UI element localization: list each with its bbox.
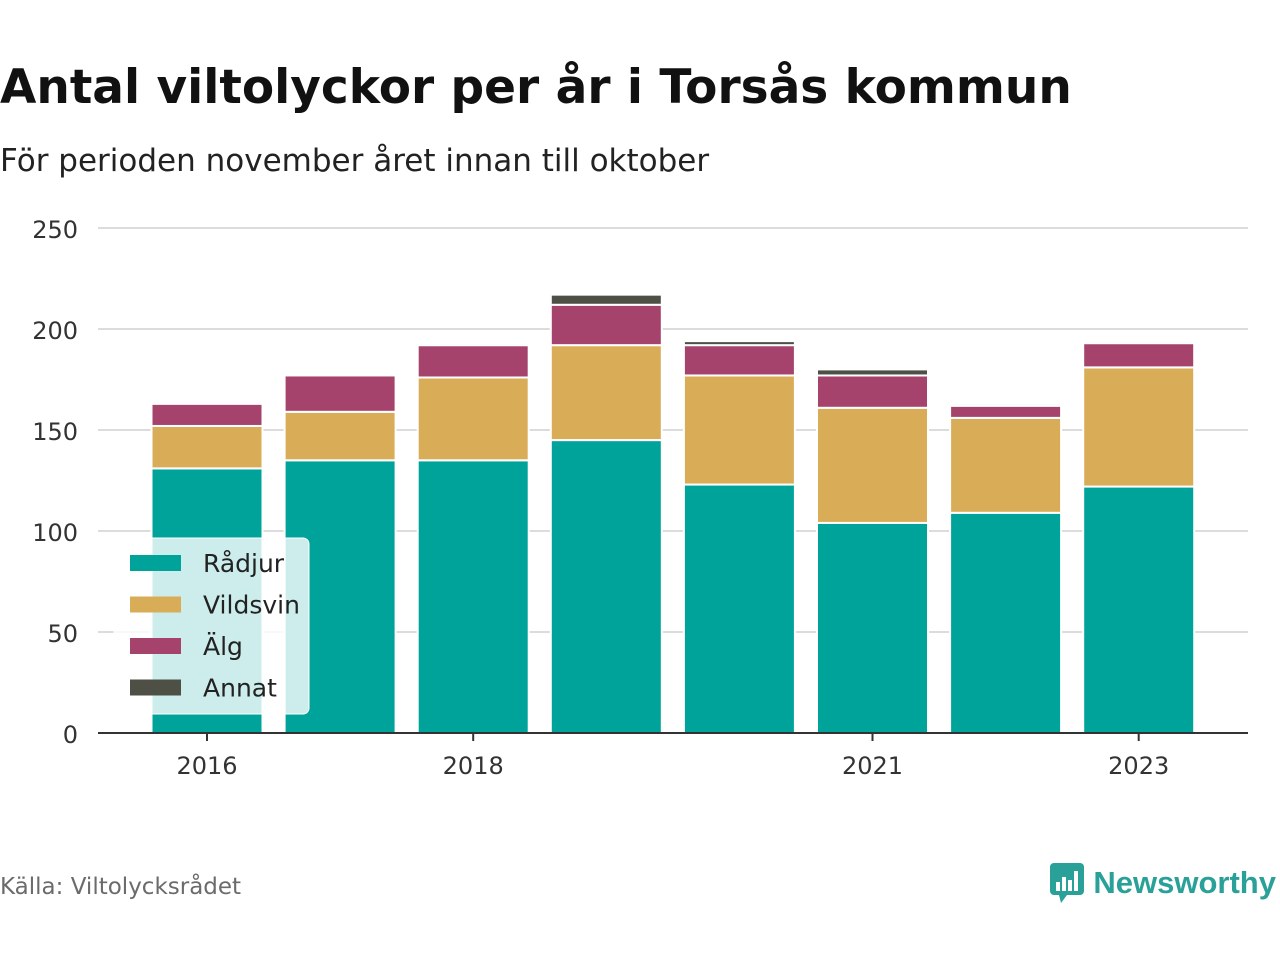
bar-segment: [549, 303, 663, 347]
x-tick-label: 2018: [443, 752, 504, 780]
x-tick-label: 2016: [176, 752, 237, 780]
bar-segment: [549, 439, 663, 734]
y-tick-label: 150: [32, 418, 78, 446]
bar-segment: [150, 424, 264, 470]
chart-subtitle: För perioden november året innan till ok…: [0, 143, 710, 179]
bar-segment: [1082, 340, 1196, 345]
brand-name: Newsworthy: [1093, 865, 1276, 900]
bar-segment: [1082, 366, 1196, 488]
bar-segment: [816, 406, 929, 524]
bar-segment: [816, 521, 929, 735]
bar-segment: [283, 374, 397, 413]
bar-segment: [682, 483, 796, 735]
stacked-bar-chart: 0 50 100 150 200 250 2016 2018 2021 2023 Rådjur V…: [32, 216, 1248, 780]
legend-label: Annat: [203, 674, 277, 703]
bar-segment: [949, 416, 1063, 514]
source-note: Källa: Viltolycksrådet: [0, 874, 242, 900]
bar-segment: [150, 402, 264, 427]
chart-title: Antal viltolyckor per år i Torsås kommun: [0, 60, 1072, 115]
bar-segment: [283, 410, 397, 462]
legend-swatch: [130, 596, 181, 613]
x-tick-label: 2021: [842, 752, 903, 780]
bar-segment: [416, 344, 530, 379]
bar-segment: [949, 404, 1063, 419]
y-axis-ticks: 0 50 100 150 200 250: [32, 216, 78, 749]
bar-segment: [1082, 342, 1196, 369]
bar-segment: [682, 340, 796, 347]
bar-segment: [416, 342, 530, 347]
brand-logo: Newsworthy: [1049, 862, 1276, 904]
legend-label: Rådjur: [203, 549, 285, 578]
legend: Rådjur Vildsvin Älg Annat: [113, 537, 310, 715]
bar-segment: [682, 374, 796, 486]
y-tick-label: 250: [32, 216, 78, 244]
bars: [150, 293, 1196, 735]
bar-segment: [1082, 485, 1196, 734]
x-axis-ticks: 2016 2018 2021 2023: [176, 733, 1169, 780]
y-tick-label: 100: [32, 519, 78, 547]
legend-swatch: [130, 679, 181, 696]
legend-box: [113, 537, 310, 715]
legend-swatch: [130, 555, 181, 571]
bar-segment: [949, 402, 1063, 407]
y-tick-label: 0: [63, 721, 78, 749]
y-tick-label: 50: [47, 620, 78, 648]
legend-label: Älg: [203, 632, 243, 661]
bar-segment: [549, 293, 663, 306]
bar-segment: [949, 511, 1063, 734]
bar-segment: [816, 374, 929, 409]
y-tick-label: 200: [32, 317, 78, 345]
legend-label: Vildsvin: [203, 591, 300, 620]
bar-segment: [150, 400, 264, 405]
bar-segment: [816, 368, 929, 377]
bar-segment: [416, 376, 530, 462]
newsworthy-logo-icon: [1050, 863, 1085, 903]
bar-segment: [549, 344, 663, 442]
legend-swatch: [130, 638, 181, 654]
x-tick-label: 2023: [1108, 752, 1169, 780]
bar-segment: [682, 344, 796, 377]
bar-segment: [416, 459, 530, 734]
